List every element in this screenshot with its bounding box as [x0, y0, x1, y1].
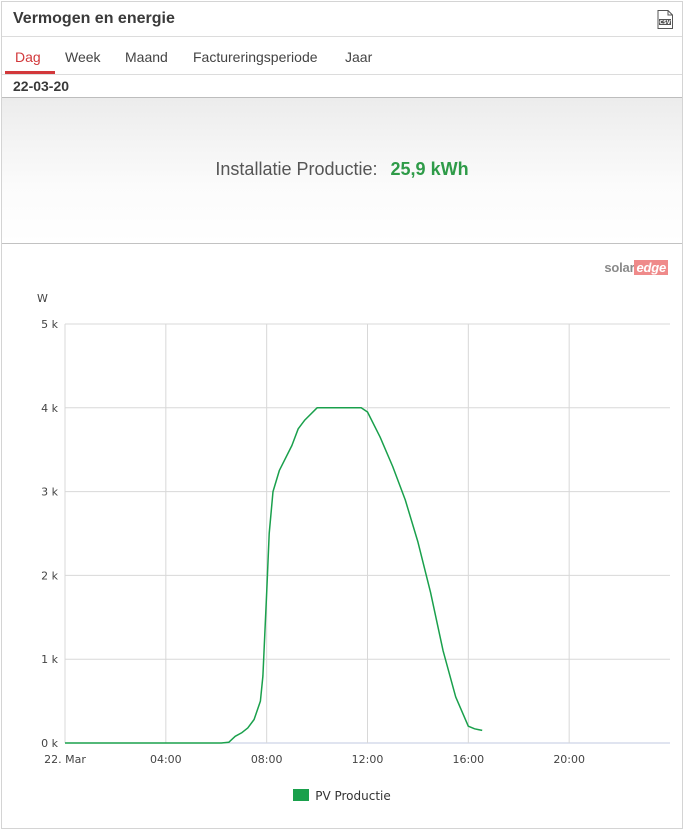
- production-label: Installatie Productie:: [215, 159, 378, 179]
- tab-maand[interactable]: Maand: [125, 49, 168, 65]
- selected-date: 22-03-20: [13, 78, 70, 94]
- x-tick-label: 12:00: [352, 753, 384, 766]
- widget-header: Vermogen en energie CSV: [2, 2, 682, 37]
- svg-text:CSV: CSV: [659, 20, 670, 26]
- y-tick-label: 5 k: [41, 318, 58, 331]
- x-tick-label: 04:00: [150, 753, 182, 766]
- csv-file-icon[interactable]: CSV: [657, 10, 673, 29]
- tab-week[interactable]: Week: [65, 49, 101, 65]
- production-value: 25,9 kWh: [390, 159, 469, 179]
- x-tick-label: 20:00: [553, 753, 585, 766]
- y-axis-label: W: [37, 292, 48, 305]
- y-tick-label: 4 k: [41, 402, 58, 415]
- active-tab-indicator: [5, 71, 55, 74]
- chart-legend[interactable]: PV Productie: [2, 789, 682, 803]
- period-tabs: Dag Week Maand Factureringsperiode Jaar: [2, 37, 682, 75]
- x-tick-label: 16:00: [452, 753, 484, 766]
- series-line-pv-productie[interactable]: [65, 407, 483, 744]
- legend-swatch: [293, 789, 310, 801]
- tab-jaar[interactable]: Jaar: [345, 49, 373, 65]
- legend-label: PV Productie: [315, 789, 391, 803]
- y-tick-label: 2 k: [41, 569, 58, 582]
- y-tick-label: 3 k: [41, 486, 58, 499]
- production-summary: Installatie Productie: 25,9 kWh: [2, 98, 682, 244]
- power-chart: W 0 k 1 k 2 k 3 k 4 k 5 k 22. Mar 04:00 08:00 12…: [37, 292, 670, 766]
- x-tick-label: 08:00: [251, 753, 283, 766]
- y-tick-label: 1 k: [41, 653, 58, 666]
- tab-factureringsperiode[interactable]: Factureringsperiode: [193, 49, 318, 65]
- tab-dag[interactable]: Dag: [15, 49, 41, 65]
- solaredge-logo: solar edge: [604, 260, 668, 275]
- widget-title: Vermogen en energie: [13, 10, 175, 27]
- date-bar: 22-03-20: [2, 75, 682, 98]
- y-tick-label: 0 k: [41, 737, 58, 750]
- chart-area: solar edge W 0 k 1 k 2 k 3 k 4 k 5 k 22. Mar 04…: [2, 244, 682, 828]
- x-tick-label: 22. Mar: [44, 753, 86, 766]
